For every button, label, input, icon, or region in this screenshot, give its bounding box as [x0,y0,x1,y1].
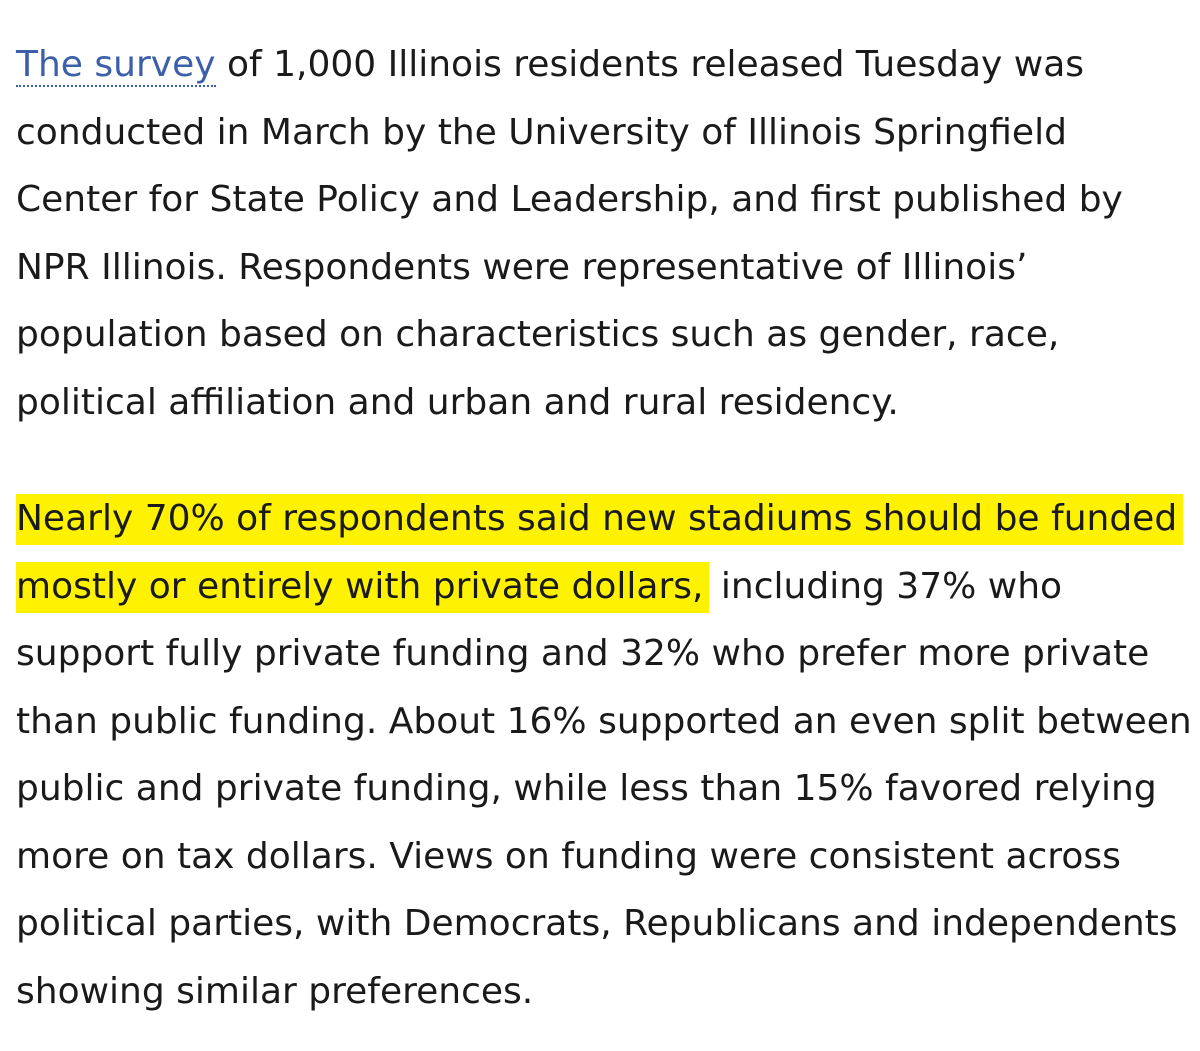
paragraph-funding-results: Nearly 70% of respondents said new stadi… [16,485,1192,1025]
article-body: The survey of 1,000 Illinois residents r… [16,31,1192,1025]
paragraph-survey-details-text: of 1,000 Illinois residents released Tue… [16,44,1123,423]
survey-link[interactable]: The survey [16,44,216,87]
paragraph-funding-results-text: including 37% who support fully private … [16,565,1192,1012]
paragraph-survey-details: The survey of 1,000 Illinois residents r… [16,31,1192,436]
